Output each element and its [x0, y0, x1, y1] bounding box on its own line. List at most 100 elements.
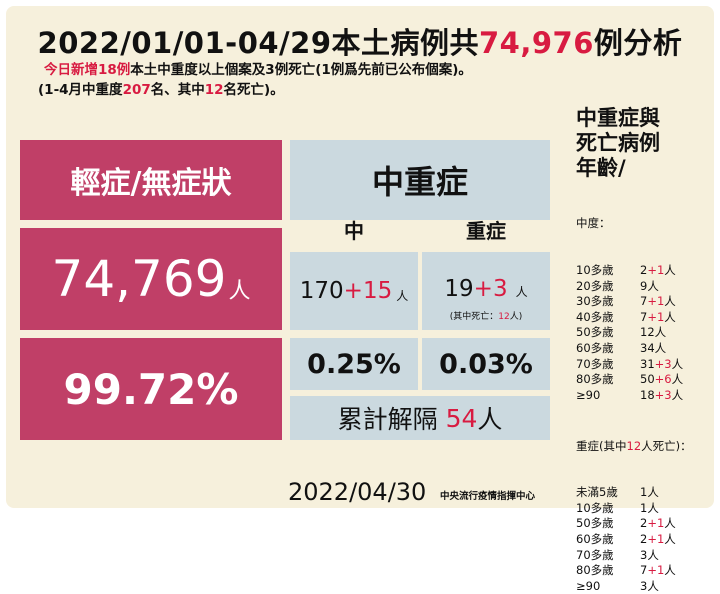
age-unit: 人 [664, 309, 676, 324]
subtitle2-part: 名、其中 [150, 82, 205, 98]
sidebar-title-2: 死亡病例 [576, 131, 660, 155]
moderate-add: +15 [343, 278, 393, 304]
severe-unit: 人 [515, 285, 528, 299]
severe-count-cell: 19+3 人 (其中死亡：12人) [422, 252, 550, 330]
age-label: 20多歲 [576, 278, 614, 293]
age-unit: 人 [664, 563, 676, 578]
age-count: 2 [640, 516, 648, 531]
severe-header: 中重症 [290, 140, 550, 220]
age-row: ≥90 18 +3 人 [576, 388, 716, 404]
mild-count-unit: 人 [228, 279, 251, 304]
subtitle2-death-num: 12 [204, 82, 224, 98]
age-count: 2 [640, 262, 648, 277]
age-row: 20多歲 9人 [576, 279, 716, 295]
age-row: 70多歲 3人 [576, 548, 716, 564]
severe-header-suffix: 人死亡)： [641, 438, 692, 453]
age-count: 1人 [640, 500, 659, 515]
severe-death-note-suffix: 人) [509, 312, 523, 322]
age-row: 60多歲 2 +1 人 [576, 532, 716, 548]
released-label: 累計解隔 [337, 405, 438, 434]
age-label: 60多歲 [576, 532, 614, 547]
age-row: 40多歲 7 +1 人 [576, 310, 716, 326]
subtitle2-part: (1-4月中重度 [38, 82, 123, 98]
page-title: 2022/01/01-04/29本土病例共74,976例分析 [0, 20, 720, 62]
severe-label: 重症 [466, 218, 506, 243]
released-unit: 人 [477, 405, 503, 434]
age-unit: 人 [671, 372, 684, 387]
title-prefix: 2022/01/01-04/29本土病例共 [37, 26, 479, 60]
age-count: 50 [640, 372, 655, 387]
severe-header: 重症(其中12人死亡)： [576, 439, 716, 455]
age-count: 34人 [640, 340, 667, 355]
age-label: 70多歲 [576, 547, 614, 562]
age-add: +3 [654, 356, 672, 371]
age-label: 70多歲 [576, 356, 614, 371]
age-add: +3 [654, 387, 672, 402]
age-row: 10多歲 2 +1 人 [576, 263, 716, 279]
moderate-header: 中度： [576, 216, 611, 231]
subtitle-new-cases: 今日新增18例 [44, 62, 131, 78]
moderate-age-list: 中度： 10多歲 2 +1 人 20多歲 9人 30多歲 7 +1 人 40多歲 7 +1 人 50多歲 12… [576, 185, 716, 403]
age-label: 50多歲 [576, 516, 614, 531]
age-sidebar: 中重症與 死亡病例 年齡/ 中度： 10多歲 2 +1 人 20多歲 9人 30多歲 7 +1 人… [576, 106, 716, 594]
severe-death-note: (其中死亡：12人) [422, 309, 550, 322]
severe-header-num: 12 [626, 438, 642, 453]
age-count: 7 [640, 309, 648, 324]
age-count: 7 [640, 563, 648, 578]
age-count: 9人 [640, 278, 659, 293]
severe-age-list: 重症(其中12人死亡)： 未滿5歲 1人 10多歲 1人 50多歲 2 +1 人 60多歲 2 +1… [576, 407, 716, 594]
age-row: 未滿5歲 1人 [576, 485, 716, 501]
sidebar-title-1: 中重症與 [576, 106, 660, 130]
age-unit: 人 [664, 516, 676, 531]
mild-percent: 99.72% [20, 338, 282, 440]
released-cell: 累計解隔 54 人 [290, 396, 550, 440]
age-label: 30多歲 [576, 294, 614, 309]
age-row: 50多歲 2 +1 人 [576, 516, 716, 532]
footer-date: 2022/04/30 [288, 478, 427, 506]
severe-count-line: 19+3 人 [422, 276, 550, 302]
age-unit: 人 [664, 532, 676, 547]
age-row: 70多歲 31 +3 人 [576, 357, 716, 373]
age-count: 1人 [640, 485, 659, 500]
age-add: +1 [647, 309, 665, 324]
age-label: 80多歲 [576, 563, 614, 578]
severe-count: 19 [444, 276, 474, 302]
age-row: 30多歲 7 +1 人 [576, 294, 716, 310]
age-add: +1 [647, 262, 665, 277]
age-add: +1 [647, 294, 665, 309]
age-row: 50多歲 12人 [576, 325, 716, 341]
subtitle2-part: 名死亡)。 [223, 82, 284, 98]
moderate-count-cell: 170 +15 人 [290, 252, 418, 330]
severe-death-note-num: 12 [498, 312, 510, 322]
age-label: 80多歲 [576, 372, 614, 387]
subtitle-detail: 本土中重度以上個案及3例死亡(1例爲先前已公布個案)。 [130, 62, 472, 78]
age-unit: 人 [671, 356, 684, 371]
subtitle2-moderate-num: 207 [122, 82, 151, 98]
age-label: 未滿5歲 [576, 485, 618, 500]
severe-add: +3 [473, 276, 508, 302]
age-label: 10多歲 [576, 262, 614, 277]
age-add: +6 [654, 372, 672, 387]
age-count: 7 [640, 294, 648, 309]
title-total: 74,976 [479, 26, 594, 60]
age-unit: 人 [664, 262, 676, 277]
age-label: 10多歲 [576, 500, 614, 515]
moderate-unit: 人 [396, 288, 409, 303]
mild-count-cell: 74,769 人 [20, 228, 282, 330]
age-label: ≥90 [576, 387, 601, 402]
released-count: 54 [445, 403, 478, 433]
age-count: 3人 [640, 578, 659, 593]
age-add: +1 [647, 532, 665, 547]
age-label: 60多歲 [576, 340, 614, 355]
sidebar-title-3: 年齡/ [576, 156, 626, 180]
age-count: 3人 [640, 547, 659, 562]
severe-death-note-prefix: (其中死亡： [449, 312, 499, 322]
age-row: 60多歲 34人 [576, 341, 716, 357]
subtitle-line-2: (1-4月中重度207名、其中12名死亡)。 [38, 78, 284, 98]
age-row: 10多歲 1人 [576, 501, 716, 517]
moderate-percent: 0.25% [290, 338, 418, 390]
footer-org: 中央流行疫情指揮中心 [440, 491, 536, 502]
moderate-label: 中 [344, 218, 364, 243]
age-count: 2 [640, 532, 648, 547]
severe-percent: 0.03% [422, 338, 550, 390]
